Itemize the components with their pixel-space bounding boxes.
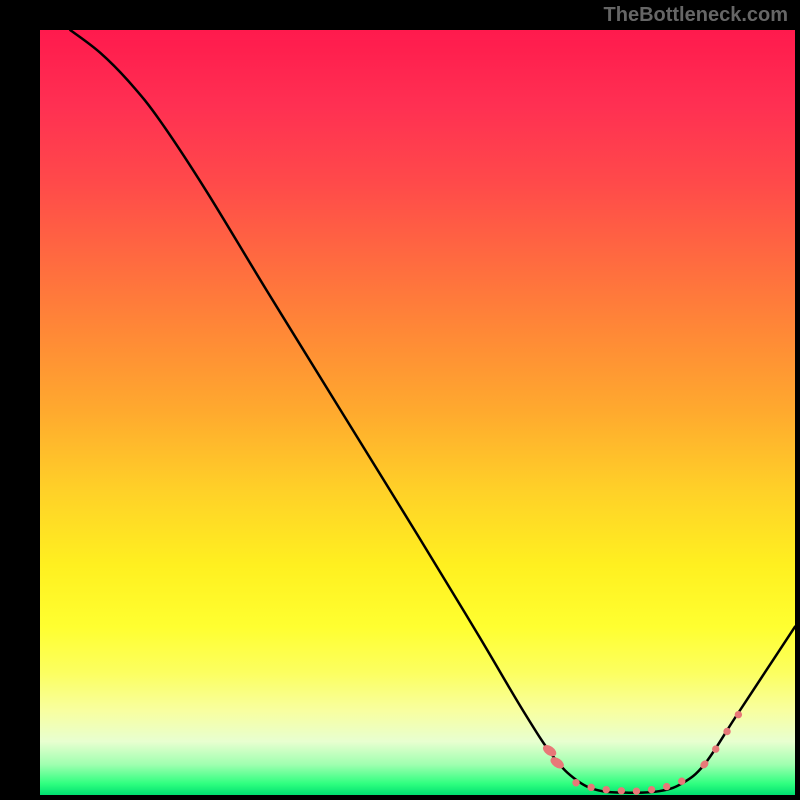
data-marker [573,780,579,786]
data-marker [713,746,719,752]
data-marker [679,778,685,784]
data-marker [735,711,741,717]
data-marker [663,783,669,789]
gradient-background [40,30,795,795]
data-marker [603,786,609,792]
data-marker [648,786,654,792]
watermark-text: TheBottleneck.com [604,4,788,27]
data-marker [724,728,730,734]
data-marker [633,788,639,794]
chart-container: TheBottleneck.com [0,0,800,800]
plot-area [40,30,795,795]
chart-svg [40,30,795,795]
data-marker [618,788,624,794]
data-marker [588,784,594,790]
